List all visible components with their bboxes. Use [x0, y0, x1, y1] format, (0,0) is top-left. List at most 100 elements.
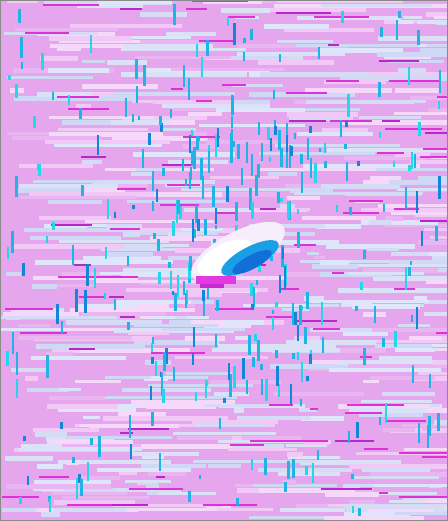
streak: [359, 412, 423, 417]
magenta-streak: [58, 276, 99, 278]
streak: [370, 176, 401, 180]
streak: [287, 112, 358, 117]
streak: [277, 40, 333, 43]
cyan-tick: [196, 44, 198, 57]
streak: [299, 408, 317, 412]
magenta-streak: [330, 120, 372, 122]
streak: [37, 92, 92, 97]
streak: [391, 212, 448, 215]
streak: [395, 88, 440, 93]
cyan-tick: [345, 121, 348, 127]
cyan-tick: [421, 231, 423, 246]
streak: [120, 36, 191, 39]
cyan-tick: [321, 302, 323, 325]
cyan-tick: [219, 418, 221, 429]
streak: [18, 324, 50, 327]
cyan-tick: [347, 94, 350, 117]
streak: [62, 496, 149, 499]
magenta-streak: [74, 264, 91, 266]
cyan-tick: [193, 147, 196, 169]
streak: [278, 472, 340, 476]
cyan-tick: [22, 263, 25, 276]
cyan-tick: [307, 138, 309, 160]
cyan-tick: [233, 23, 236, 45]
cyan-tick: [97, 135, 99, 155]
cyan-tick: [98, 436, 101, 457]
streak: [132, 100, 231, 103]
magenta-streak: [120, 8, 142, 10]
streak: [82, 60, 105, 63]
streak: [273, 392, 364, 396]
cyan-tick: [202, 176, 204, 199]
cyan-tick: [27, 476, 29, 485]
cyan-tick: [270, 256, 273, 261]
cyan-tick: [242, 358, 245, 379]
streak: [27, 388, 69, 392]
cyan-tick: [378, 82, 381, 97]
cyan-tick: [380, 27, 383, 37]
cyan-tick: [319, 148, 321, 152]
cyan-tick: [132, 114, 134, 122]
streak: [166, 372, 232, 375]
magenta-streak: [222, 84, 246, 86]
cyan-tick: [205, 383, 207, 398]
magenta-streak: [129, 488, 183, 490]
cyan-tick: [297, 209, 299, 214]
cyan-tick: [198, 137, 200, 141]
streak: [7, 132, 54, 135]
cyan-tick: [87, 462, 89, 481]
cyan-tick: [215, 208, 217, 224]
cyan-tick: [282, 247, 284, 259]
cyan-tick: [130, 444, 132, 459]
cyan-tick: [261, 143, 263, 161]
streak: [253, 484, 337, 487]
streak: [312, 264, 358, 269]
streak: [297, 132, 373, 136]
streak: [259, 488, 355, 493]
magenta-streak: [120, 432, 133, 434]
cyan-tick: [249, 188, 252, 210]
streak: [185, 336, 225, 341]
magenta-streak: [117, 188, 146, 190]
magenta-streak: [326, 80, 359, 82]
cyan-tick: [398, 11, 401, 18]
streak: [286, 340, 376, 345]
streak: [128, 332, 169, 335]
streak: [119, 472, 137, 475]
streak: [421, 500, 448, 503]
cyan-tick: [336, 205, 338, 212]
magenta-streak: [69, 348, 95, 350]
cyan-tick: [349, 207, 352, 215]
cyan-tick: [142, 149, 144, 168]
cyan-tick: [351, 474, 354, 479]
magenta-streak: [422, 456, 448, 458]
streak: [430, 404, 440, 407]
cyan-tick: [254, 334, 257, 341]
streak: [382, 392, 435, 396]
cyan-tick: [414, 154, 416, 168]
streak: [418, 176, 448, 180]
streak: [356, 328, 448, 332]
cyan-tick: [348, 431, 350, 443]
streak: [389, 260, 448, 264]
cyan-tick: [314, 163, 317, 183]
streak: [307, 300, 429, 303]
streak: [131, 172, 152, 176]
cyan-tick: [173, 4, 176, 25]
cyan-tick: [143, 65, 146, 86]
cyan-tick: [297, 232, 300, 248]
magenta-streak: [364, 448, 388, 450]
magenta-streak: [120, 316, 135, 318]
streak: [134, 324, 218, 327]
magenta-streak: [162, 164, 193, 166]
cyan-tick: [260, 364, 263, 370]
cyan-tick: [185, 293, 187, 308]
blob-core: [197, 239, 253, 277]
cyan-tick: [173, 367, 175, 381]
cyan-tick: [272, 310, 274, 314]
cyan-tick: [104, 293, 106, 299]
streak: [19, 336, 132, 340]
cyan-tick: [19, 497, 22, 504]
magenta-streak: [266, 316, 294, 318]
